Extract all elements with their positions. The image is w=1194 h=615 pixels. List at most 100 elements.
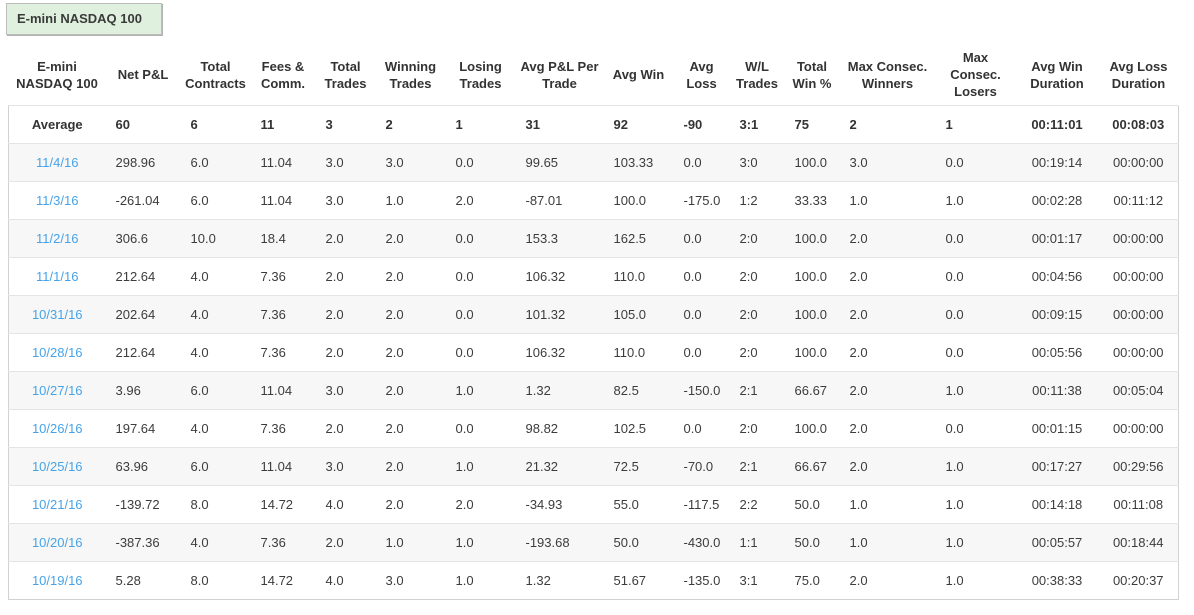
table-cell: 00:00:00	[1112, 306, 1164, 322]
column-header: Total Contracts	[185, 58, 246, 91]
table-cell: -175.0	[683, 192, 721, 208]
date-link[interactable]: 11/2/16	[36, 230, 79, 246]
table-cell: 00:14:18	[1031, 496, 1083, 512]
table-cell: 2.0	[385, 496, 404, 512]
date-link[interactable]: 11/1/16	[36, 268, 79, 284]
table-cell: 0.0	[945, 306, 964, 322]
table-cell: 8.0	[190, 496, 209, 512]
date-link[interactable]: 10/25/16	[31, 458, 83, 474]
table-cell: 6.0	[190, 192, 209, 208]
header-row: E-mini NASDAQ 100 Net P&L Total Contracts F…	[9, 45, 1179, 105]
date-link[interactable]: 10/20/16	[31, 534, 83, 550]
table-cell: 2:0	[739, 230, 758, 246]
table-cell: 2.0	[325, 306, 344, 322]
average-cell: 75	[794, 116, 809, 132]
average-cell: 00:08:03	[1112, 116, 1165, 132]
table-cell: 2.0	[849, 344, 868, 360]
tab-e-mini-nasdaq-100[interactable]: E-mini NASDAQ 100	[6, 3, 162, 35]
date-link[interactable]: 10/21/16	[31, 496, 83, 512]
date-link[interactable]: 11/3/16	[36, 192, 79, 208]
table-cell: 3.0	[325, 458, 344, 474]
table-cell: 1.0	[945, 192, 964, 208]
table-cell: 0.0	[455, 268, 474, 284]
table-cell: 7.36	[260, 306, 286, 322]
table-cell: 1.0	[849, 192, 868, 208]
table-cell: 7.36	[260, 420, 286, 436]
table-cell: 2.0	[849, 268, 868, 284]
table-cell: 2.0	[385, 230, 404, 246]
table-cell: 100.0	[794, 306, 828, 322]
table-cell: 66.67	[794, 458, 828, 474]
table-cell: 3:1	[739, 572, 758, 588]
table-cell: 00:11:38	[1032, 382, 1082, 398]
table-cell: 0.0	[683, 420, 702, 436]
table-cell: 11.04	[260, 192, 293, 208]
table-cell: 33.33	[794, 192, 828, 208]
table-cell: 2.0	[325, 534, 344, 550]
table-row: 10/21/16 -139.72 8.0 14.72 4.0 2.0 2.0 -34.93 55…	[8, 485, 1179, 523]
table-cell: 14.72	[260, 496, 294, 512]
table-cell: 6.0	[190, 458, 209, 474]
table-cell: 2.0	[385, 306, 404, 322]
table-cell: 197.64	[115, 420, 156, 436]
table-cell: 55.0	[613, 496, 639, 512]
table-cell: 00:00:00	[1112, 268, 1164, 284]
table-cell: 6.0	[190, 382, 209, 398]
table-cell: 102.5	[613, 420, 647, 436]
table-cell: 2.0	[385, 420, 404, 436]
column-header: Max Consec. Losers	[950, 50, 1001, 100]
table-cell: -193.68	[525, 534, 570, 550]
date-link[interactable]: 10/19/16	[31, 572, 83, 588]
table-cell: 0.0	[945, 268, 964, 284]
date-link[interactable]: 11/4/16	[36, 154, 79, 170]
column-header: Net P&L	[117, 67, 169, 83]
table-cell: -139.72	[115, 496, 160, 512]
table-cell: 21.32	[525, 458, 559, 474]
table-cell: 0.0	[945, 420, 964, 436]
table-cell: 3.0	[325, 154, 344, 170]
table-cell: 00:00:00	[1112, 420, 1164, 436]
table-cell: 4.0	[190, 420, 209, 436]
date-link[interactable]: 10/26/16	[31, 420, 83, 436]
table-cell: 100.0	[794, 268, 828, 284]
table-cell: 2.0	[325, 230, 344, 246]
table-cell: 00:11:08	[1113, 496, 1164, 512]
date-link[interactable]: 10/31/16	[31, 306, 83, 322]
average-cell: 3:1	[739, 116, 759, 132]
table-cell: 4.0	[325, 572, 344, 588]
table-cell: 212.64	[115, 344, 156, 360]
table-cell: 00:05:04	[1112, 382, 1164, 398]
table-cell: 10.0	[190, 230, 216, 246]
table-cell: 00:18:44	[1112, 534, 1164, 550]
table-cell: -150.0	[683, 382, 721, 398]
column-header: Avg Win Duration	[1030, 58, 1084, 91]
table-cell: 2:0	[739, 344, 758, 360]
table-cell: 18.4	[260, 230, 286, 246]
table-cell: 2.0	[849, 458, 868, 474]
column-header: Avg Loss	[686, 58, 717, 91]
table-cell: 00:00:00	[1112, 154, 1164, 170]
table-cell: 00:19:14	[1031, 154, 1083, 170]
table-row: 10/25/16 63.96 6.0 11.04 3.0 2.0 1.0 21.32 72.5 -…	[8, 447, 1179, 485]
table-cell: 1.0	[849, 496, 868, 512]
table-cell: 1.0	[945, 382, 964, 398]
table-cell: -70.0	[683, 458, 714, 474]
column-header: E-mini NASDAQ 100	[16, 58, 98, 91]
table-cell: 6.0	[190, 154, 209, 170]
column-header: Total Win %	[792, 58, 832, 91]
date-link[interactable]: 10/28/16	[31, 344, 83, 360]
column-header: Total Trades	[324, 58, 367, 91]
table-row: 11/4/16 298.96 6.0 11.04 3.0 3.0 0.0 99.65 103.3…	[8, 143, 1179, 181]
table-row: 11/1/16 212.64 4.0 7.36 2.0 2.0 0.0 106.32 110.0…	[8, 257, 1179, 295]
table-row: 10/19/16 5.28 8.0 14.72 4.0 3.0 1.0 1.32 51.67 -1…	[8, 561, 1179, 599]
table-cell: 4.0	[190, 534, 209, 550]
average-label: Average	[31, 116, 83, 132]
table-cell: 105.0	[613, 306, 647, 322]
table-cell: 0.0	[945, 154, 964, 170]
average-cell: 00:11:01	[1031, 116, 1083, 132]
table-cell: 7.36	[260, 534, 286, 550]
date-link[interactable]: 10/27/16	[31, 382, 83, 398]
table-cell: 2.0	[385, 458, 404, 474]
table-cell: 00:05:56	[1031, 344, 1083, 360]
